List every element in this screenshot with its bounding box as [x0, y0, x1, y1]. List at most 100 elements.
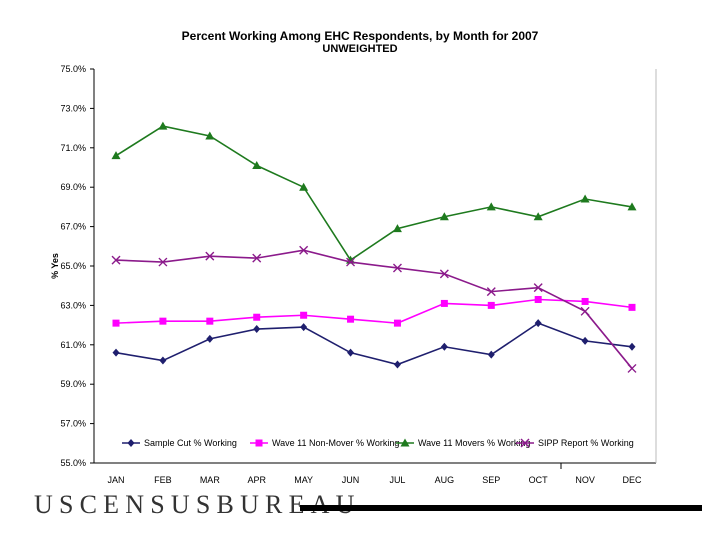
data-point	[440, 299, 448, 307]
data-point	[581, 336, 589, 345]
x-tick-label: JUL	[389, 475, 405, 485]
data-point	[580, 306, 590, 316]
data-point	[534, 319, 542, 328]
data-point	[534, 295, 542, 303]
x-tick-label: JAN	[107, 475, 124, 485]
x-marker-stroke	[158, 257, 168, 267]
x-marker-stroke	[252, 253, 262, 263]
data-point	[580, 194, 590, 203]
data-point	[486, 202, 496, 211]
x-tick-label: NOV	[575, 475, 595, 485]
data-point	[112, 319, 120, 327]
data-point	[347, 348, 355, 357]
data-point	[439, 212, 449, 221]
series-line-4	[115, 249, 633, 369]
legend-item: Sample Cut % Working	[122, 438, 237, 448]
x-tick-label: DEC	[622, 475, 642, 485]
data-point	[439, 269, 449, 279]
x-tick-label: AUG	[435, 475, 455, 485]
y-tick-label: 69.0%	[60, 182, 86, 192]
legend-marker	[400, 438, 410, 447]
legend-marker	[255, 439, 263, 447]
series-line-1	[115, 322, 633, 366]
y-tick-label: 63.0%	[60, 300, 86, 310]
x-marker-stroke	[533, 283, 543, 293]
data-point	[487, 301, 495, 309]
legend-label: Wave 11 Movers % Working	[418, 438, 530, 448]
data-point	[533, 283, 543, 293]
data-point	[158, 257, 168, 267]
data-point	[533, 212, 543, 221]
data-point	[347, 315, 355, 323]
y-tick-label: 73.0%	[60, 103, 86, 113]
data-point	[627, 363, 637, 373]
x-marker-stroke	[439, 269, 449, 279]
data-point	[159, 356, 167, 365]
data-point	[300, 311, 308, 319]
data-point	[487, 350, 495, 359]
x-marker-stroke	[205, 251, 215, 261]
x-marker-stroke	[486, 287, 496, 297]
chart-title: Percent Working Among EHC Respondents, b…	[181, 29, 539, 43]
x-tick-label: FEB	[154, 475, 172, 485]
y-tick-label: 61.0%	[60, 340, 86, 350]
data-point	[252, 253, 262, 263]
y-tick-label: 65.0%	[60, 261, 86, 271]
data-point	[299, 182, 309, 191]
x-tick-label: MAY	[294, 475, 313, 485]
legend-item: Wave 11 Movers % Working	[396, 438, 530, 448]
x-marker-stroke	[346, 257, 356, 267]
x-marker-stroke	[627, 363, 637, 373]
data-point	[392, 263, 402, 273]
data-point	[205, 131, 215, 140]
data-point	[206, 317, 214, 325]
data-point	[300, 323, 308, 332]
data-point	[159, 317, 167, 325]
data-point	[112, 348, 120, 357]
data-point	[346, 257, 356, 267]
legend-item: Wave 11 Non-Mover % Working	[250, 438, 399, 448]
data-point	[581, 297, 589, 305]
series-line-3	[115, 125, 633, 262]
x-tick-label: SEP	[482, 475, 500, 485]
series-line-2	[115, 298, 633, 324]
legend-item: SIPP Report % Working	[516, 438, 634, 448]
chart-subtitle: UNWEIGHTED	[322, 43, 398, 55]
x-tick-label: JUN	[342, 475, 360, 485]
data-point	[206, 334, 214, 343]
legend-label: Sample Cut % Working	[144, 438, 237, 448]
data-point	[393, 360, 401, 369]
y-tick-label: 59.0%	[60, 379, 86, 389]
footer-rule	[300, 505, 702, 511]
legend-label: SIPP Report % Working	[538, 438, 634, 448]
data-point	[111, 151, 121, 160]
x-marker-stroke	[392, 263, 402, 273]
data-point	[253, 313, 261, 321]
data-point	[627, 202, 637, 211]
x-tick-label: APR	[247, 475, 266, 485]
legend-marker	[520, 438, 530, 448]
y-tick-label: 67.0%	[60, 222, 86, 232]
census-bureau-logo: USCENSUSBUREAU	[34, 490, 361, 519]
data-point	[486, 287, 496, 297]
data-point	[158, 121, 168, 130]
x-marker-stroke	[111, 255, 121, 265]
x-tick-label: OCT	[529, 475, 549, 485]
y-tick-label: 55.0%	[60, 458, 86, 468]
y-tick-label: 71.0%	[60, 143, 86, 153]
x-marker-stroke	[580, 306, 590, 316]
y-tick-label: 57.0%	[60, 419, 86, 429]
data-point	[393, 319, 401, 327]
data-point	[628, 303, 636, 311]
data-point	[252, 161, 262, 170]
x-tick-label: MAR	[200, 475, 221, 485]
data-point	[253, 325, 261, 334]
y-tick-label: 75.0%	[60, 64, 86, 74]
x-marker-stroke	[520, 438, 530, 448]
x-marker-stroke	[299, 245, 309, 255]
data-point	[205, 251, 215, 261]
data-point	[628, 342, 636, 351]
data-point	[392, 224, 402, 233]
legend-marker	[127, 439, 135, 447]
